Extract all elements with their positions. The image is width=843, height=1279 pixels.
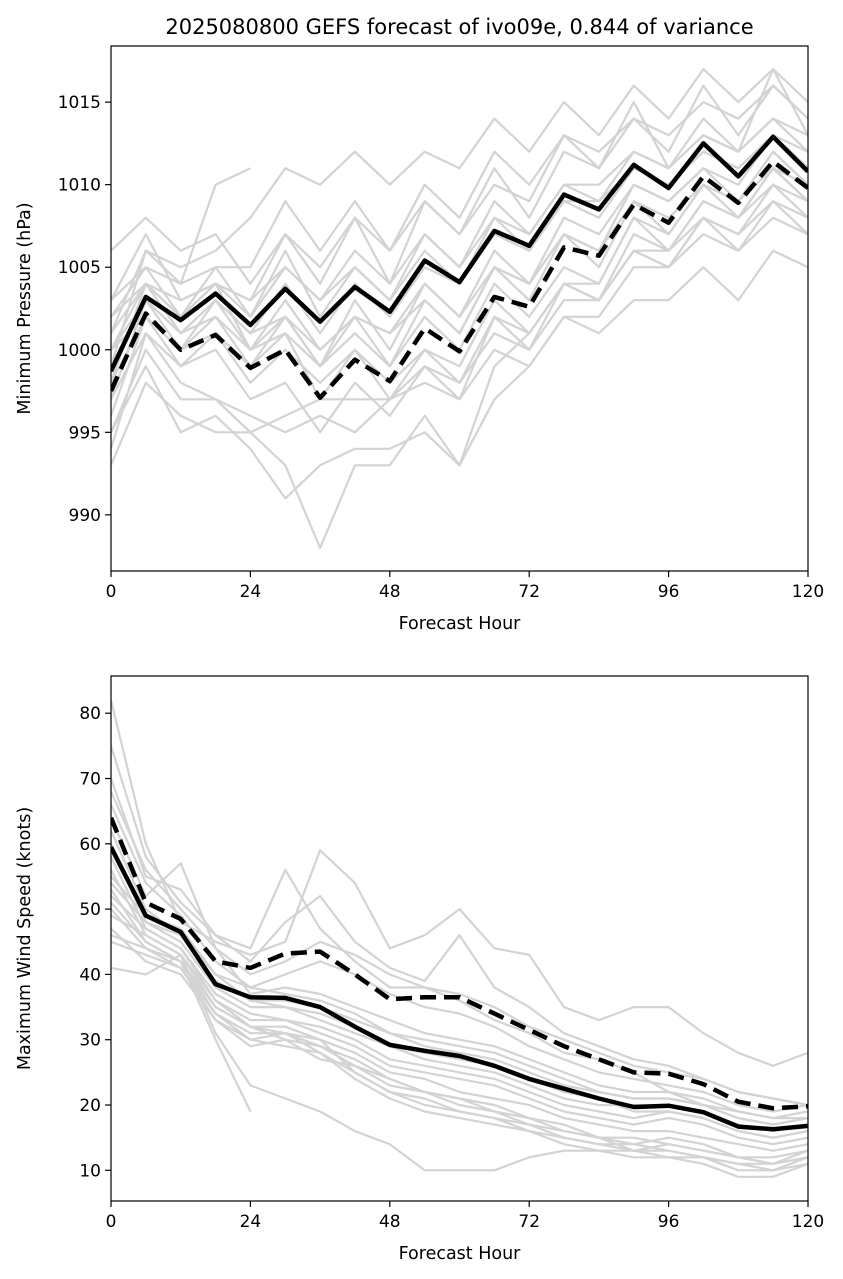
ensemble-member-line: [111, 875, 808, 1126]
ensemble-member-line: [111, 804, 808, 1113]
ensemble-member-line: [111, 150, 808, 417]
ensemble-member-line: [111, 200, 808, 500]
x-tick-label: 120: [792, 1212, 824, 1232]
ensemble-member-line: [111, 117, 808, 318]
x-tick-label: 24: [240, 582, 262, 602]
y-tick-label: 1010: [58, 176, 101, 196]
ensemble-member-line: [111, 699, 808, 1067]
ensemble-member-line: [111, 934, 808, 1172]
x-tick-label: 96: [658, 582, 680, 602]
x-tick-label: 72: [518, 1212, 540, 1232]
x-tick-label: 24: [240, 1212, 262, 1232]
y-tick-label: 50: [79, 900, 101, 920]
y-tick-label: 30: [79, 1031, 101, 1051]
y-axis-label: Maximum Wind Speed (knots): [15, 807, 35, 1070]
ensemble-member-line: [111, 953, 808, 1178]
ensemble-member-line: [111, 940, 808, 1165]
y-tick-label: 10: [79, 1161, 101, 1181]
y-tick-label: 60: [79, 835, 101, 855]
y-tick-label: 1000: [58, 341, 101, 361]
ensemble-member-line: [111, 183, 808, 434]
x-axis-label: Forecast Hour: [399, 1244, 522, 1264]
plot-area: [111, 699, 808, 1178]
ensemble-member-line: [111, 778, 808, 1107]
chart-title: 2025080800 GEFS forecast of ivo09e, 0.84…: [165, 15, 753, 39]
ensemble-member-line: [111, 216, 808, 384]
x-tick-label: 48: [379, 582, 401, 602]
x-tick-label: 0: [106, 1212, 117, 1232]
axes-frame: [110, 45, 809, 572]
y-tick-label: 1015: [58, 93, 101, 113]
x-tick-label: 0: [106, 582, 117, 602]
ensemble-member-line: [111, 791, 808, 1107]
solid-series-line: [111, 846, 808, 1132]
ensemble-member-line: [111, 843, 808, 1133]
ensemble-member-line: [111, 901, 252, 1112]
plot-area: [111, 68, 808, 549]
ensemble-member-line: [111, 927, 808, 1172]
y-tick-label: 990: [69, 506, 101, 526]
y-tick-label: 20: [79, 1096, 101, 1116]
x-tick-label: 72: [518, 582, 540, 602]
x-tick-label: 48: [379, 1212, 401, 1232]
axes-frame: [110, 675, 809, 1202]
ensemble-member-line: [111, 745, 808, 1120]
ensemble-member-line: [111, 167, 808, 400]
x-tick-label: 96: [658, 1212, 680, 1232]
y-tick-label: 80: [79, 704, 101, 724]
ensemble-member-line: [111, 84, 808, 285]
y-tick-label: 995: [69, 423, 101, 443]
x-tick-label: 120: [792, 582, 824, 602]
ensemble-member-line: [111, 830, 808, 1126]
pressure-chart: 0 24 48 72 96 120 990 995 1000 1005 1010 1015 Foreca…: [15, 15, 824, 634]
y-axis-label: Minimum Pressure (hPa): [15, 202, 35, 414]
ensemble-member-line: [111, 869, 808, 1146]
ensemble-member-line: [111, 200, 808, 450]
x-axis-label: Forecast Hour: [399, 614, 522, 634]
dashed-series-line: [111, 159, 808, 400]
y-tick-label: 70: [79, 770, 101, 790]
wind-speed-chart: 0 24 48 72 96 120 10 20 30 40 50 60 70 80 Forecast Hou…: [15, 675, 824, 1264]
ensemble-member-line: [111, 167, 808, 549]
ensemble-member-line: [111, 84, 808, 367]
y-tick-label: 1005: [58, 258, 101, 278]
ensemble-member-line: [111, 167, 251, 301]
ensemble-member-line: [111, 68, 808, 334]
solid-series-line: [111, 134, 808, 373]
dashed-series-line: [111, 816, 808, 1111]
y-tick-label: 40: [79, 965, 101, 985]
